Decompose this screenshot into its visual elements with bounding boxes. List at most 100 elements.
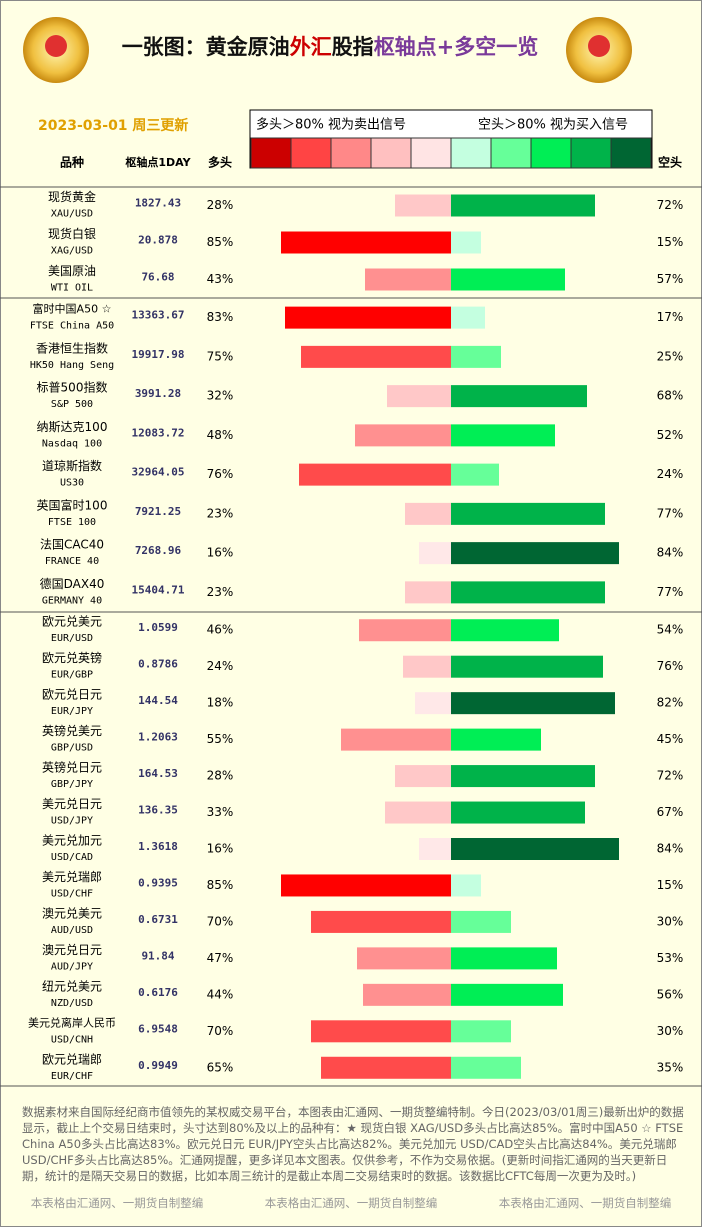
long-bar bbox=[363, 983, 451, 1006]
long-label: 70% bbox=[207, 914, 234, 928]
short-label: 30% bbox=[657, 914, 684, 928]
long-bar bbox=[405, 502, 451, 525]
long-label: 46% bbox=[207, 623, 234, 637]
long-bar bbox=[321, 1056, 451, 1079]
legend-text: 多头＞80% 视为卖出信号 bbox=[256, 117, 406, 133]
title-part: 股指 bbox=[332, 35, 374, 59]
date: 2023-03-01 周三更新 bbox=[38, 117, 188, 134]
code: EUR/CHF bbox=[51, 1071, 93, 1082]
short-bar bbox=[451, 268, 565, 291]
code: US30 bbox=[60, 478, 84, 489]
code: EUR/JPY bbox=[51, 706, 93, 717]
long-label: 70% bbox=[207, 1024, 234, 1038]
name: 美元兑日元 bbox=[42, 797, 102, 811]
name: 富时中国A50 ☆ bbox=[33, 302, 112, 316]
name: 法国CAC40 bbox=[40, 538, 104, 552]
column-header: 枢轴点1DAY bbox=[125, 155, 191, 169]
long-bar bbox=[419, 838, 451, 860]
pivot: 13363.67 bbox=[132, 309, 185, 322]
code: NZD/USD bbox=[51, 998, 93, 1009]
short-bar bbox=[451, 306, 485, 329]
short-label: 52% bbox=[657, 428, 684, 442]
long-bar bbox=[311, 910, 451, 933]
pivot: 32964.05 bbox=[132, 466, 185, 479]
name: 标普500指数 bbox=[37, 380, 108, 395]
long-bar bbox=[299, 463, 451, 486]
name: 美元兑瑞郎 bbox=[42, 870, 102, 884]
pivot: 1.3618 bbox=[138, 840, 178, 853]
title-part: 枢轴点+多空一览 bbox=[374, 35, 539, 59]
name: 欧元兑美元 bbox=[42, 615, 102, 629]
watermark: 本表格由汇通网、一期货自制整编 bbox=[498, 1196, 672, 1210]
pivot: 0.9949 bbox=[138, 1059, 178, 1072]
legend-swatch bbox=[370, 137, 412, 169]
column-header: 品种 bbox=[60, 155, 84, 170]
short-bar bbox=[451, 581, 605, 604]
short-label: 25% bbox=[657, 349, 684, 363]
long-label: 28% bbox=[207, 198, 234, 212]
name: 纽元兑美元 bbox=[42, 979, 102, 993]
legend-swatch bbox=[330, 137, 372, 169]
name: 英镑兑美元 bbox=[42, 723, 102, 738]
long-label: 28% bbox=[207, 769, 234, 783]
short-bar bbox=[451, 655, 603, 678]
legend-swatch bbox=[250, 137, 292, 169]
pivot: 164.53 bbox=[138, 767, 178, 780]
legend-swatch bbox=[530, 137, 572, 169]
short-bar bbox=[451, 619, 559, 642]
column-header: 空头 bbox=[658, 155, 682, 170]
long-label: 24% bbox=[207, 659, 234, 673]
code: XAG/USD bbox=[51, 246, 93, 257]
code: S&P 500 bbox=[51, 399, 93, 410]
pivot: 20.878 bbox=[138, 234, 178, 247]
name: 道琼斯指数 bbox=[42, 458, 102, 473]
short-label: 84% bbox=[657, 842, 684, 856]
long-label: 85% bbox=[207, 235, 234, 249]
short-label: 30% bbox=[657, 1024, 684, 1038]
short-label: 17% bbox=[657, 310, 684, 324]
short-label: 76% bbox=[657, 659, 684, 673]
short-bar bbox=[451, 1020, 511, 1043]
short-label: 72% bbox=[657, 198, 684, 212]
pivot: 1.0599 bbox=[138, 621, 178, 634]
short-bar bbox=[451, 947, 557, 970]
long-bar bbox=[405, 581, 451, 604]
pivot: 12083.72 bbox=[132, 426, 185, 439]
footer-text: 数据素材来自国际经纪商市值领先的某权威交易平台，本图表由汇通网、一期货整编特制。… bbox=[22, 1105, 684, 1183]
pivot: 6.9548 bbox=[138, 1022, 178, 1035]
legend-swatch bbox=[490, 137, 532, 169]
code: USD/CNH bbox=[51, 1034, 93, 1045]
long-bar bbox=[395, 194, 451, 217]
short-bar bbox=[451, 542, 619, 565]
name: 德国DAX40 bbox=[40, 576, 105, 591]
short-bar bbox=[451, 910, 511, 933]
code: USD/JPY bbox=[51, 816, 93, 827]
code: WTI OIL bbox=[51, 283, 93, 294]
name: 澳元兑日元 bbox=[42, 943, 102, 957]
legend-text: 空头＞80% 视为买入信号 bbox=[478, 118, 628, 133]
short-label: 24% bbox=[657, 467, 684, 481]
title-part: 外汇 bbox=[290, 35, 332, 59]
long-bar bbox=[419, 542, 451, 565]
short-bar bbox=[451, 194, 595, 217]
short-bar bbox=[451, 728, 541, 751]
long-bar bbox=[311, 1020, 451, 1043]
code: FTSE 100 bbox=[48, 517, 96, 528]
long-bar bbox=[395, 765, 451, 788]
watermark: 本表格由汇通网、一期货自制整编 bbox=[264, 1196, 438, 1210]
pivot: 0.9395 bbox=[138, 876, 178, 889]
short-bar bbox=[451, 983, 563, 1006]
long-bar bbox=[341, 728, 451, 751]
long-label: 23% bbox=[207, 585, 234, 599]
short-label: 56% bbox=[657, 987, 684, 1001]
long-bar bbox=[355, 424, 451, 447]
name: 美元兑加元 bbox=[42, 834, 102, 848]
long-label: 47% bbox=[207, 951, 234, 965]
name: 纳斯达克100 bbox=[37, 420, 108, 434]
pivot: 136.35 bbox=[138, 804, 178, 817]
code: FRANCE 40 bbox=[45, 556, 99, 567]
pivot: 7268.96 bbox=[135, 544, 182, 557]
pivot: 0.8786 bbox=[138, 658, 178, 671]
long-bar bbox=[285, 306, 451, 329]
